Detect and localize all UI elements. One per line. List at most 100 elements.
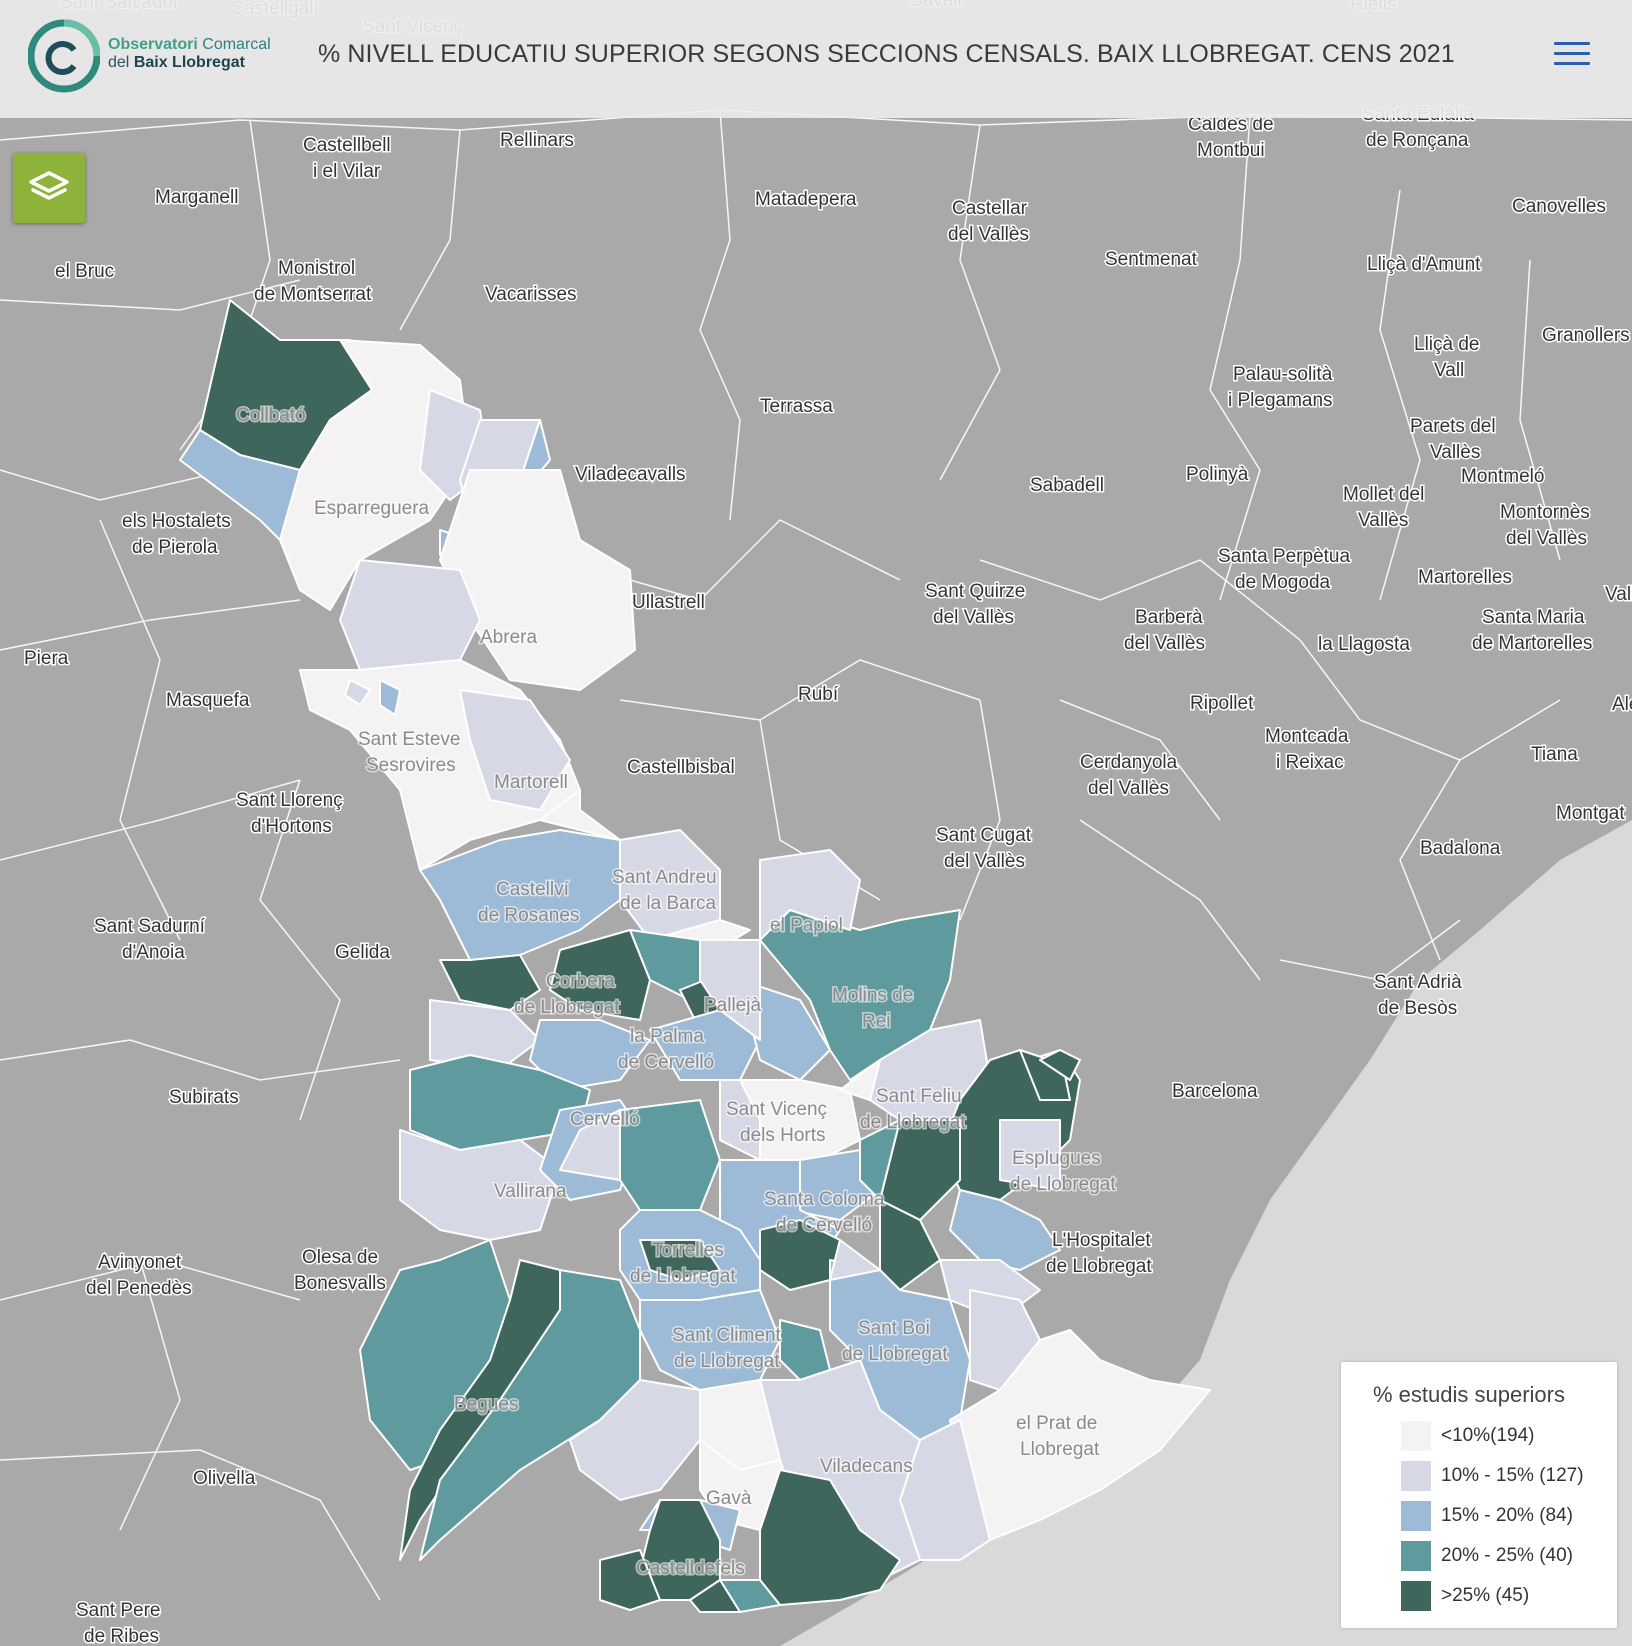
map-label: Begues <box>454 1394 518 1415</box>
map-label: Lliçà d'Amunt <box>1367 254 1481 275</box>
map-label: Sant Feliu <box>876 1086 962 1107</box>
map-label: Monistrol <box>278 258 355 279</box>
map-label: Parets del <box>1410 416 1496 437</box>
map-label: Molins de <box>832 985 913 1006</box>
map-label: el Papiol <box>770 915 843 936</box>
map-label: Sesrovires <box>366 755 456 776</box>
map-label: L'Hospitalet <box>1052 1230 1151 1251</box>
map-label: Torrelles <box>652 1240 724 1261</box>
map-label: Santa Perpètua <box>1218 546 1350 567</box>
map-label: de Llobregat <box>860 1112 966 1133</box>
map-label: Montornès <box>1500 502 1590 523</box>
map-label: de Llobregat <box>630 1266 736 1287</box>
legend-swatch <box>1401 1581 1431 1611</box>
map-label: Llobregat <box>1020 1439 1100 1460</box>
map-label: del Vallès <box>1124 633 1205 654</box>
map-label: Lliçà de <box>1414 334 1480 355</box>
map-label: Vallès <box>1358 510 1408 531</box>
map-label: i Plegamans <box>1228 390 1333 411</box>
legend-label: <10%(194) <box>1441 1425 1535 1446</box>
map-label: del Vallès <box>948 224 1029 245</box>
map-label: Bonesvalls <box>294 1273 386 1294</box>
map-label: dels Horts <box>740 1125 826 1146</box>
map-label: Cerdanyola <box>1080 752 1178 773</box>
legend-swatch <box>1401 1541 1431 1571</box>
logo-line2-bold: Baix Llobregat <box>133 54 245 71</box>
map-label: del Vallès <box>1088 778 1169 799</box>
map-label: i Reixac <box>1276 752 1344 773</box>
map-label: Olivella <box>193 1468 256 1489</box>
map-label: Polinyà <box>1186 464 1249 485</box>
map-label: Rubí <box>798 684 839 705</box>
legend-label: 15% - 20% (84) <box>1441 1505 1574 1526</box>
map-label: Sant Boi <box>858 1318 930 1339</box>
map-label: del Vallès <box>1506 528 1587 549</box>
map-label: Barcelona <box>1172 1081 1258 1102</box>
map-label: Masquefa <box>166 690 250 711</box>
map-label: Esplugues <box>1012 1148 1101 1169</box>
map-label: de Rosanes <box>478 905 579 926</box>
map-label: Montbui <box>1197 140 1265 161</box>
map-label: de Cervelló <box>618 1052 714 1073</box>
map-label: Martorelles <box>1418 567 1512 588</box>
map-label: Vall <box>1434 360 1464 381</box>
hamburger-menu-button[interactable] <box>1552 40 1592 68</box>
menu-bar-icon <box>1554 62 1590 65</box>
map-legend: % estudis superiors <10%(194) 10% - 15% … <box>1341 1362 1617 1628</box>
map-label: de Ronçana <box>1366 130 1469 151</box>
map-label: de la Barca <box>620 893 717 914</box>
map-label: Gavà <box>706 1488 752 1509</box>
map-label: la Llagosta <box>1318 634 1410 655</box>
map-label: Esparreguera <box>314 498 430 519</box>
map-label: Castellví <box>496 879 570 900</box>
map-label: Badalona <box>1420 838 1501 859</box>
map-label: Sant Pere <box>76 1600 161 1621</box>
map-label: del Penedès <box>86 1278 192 1299</box>
map-label: Viladecavalls <box>575 464 686 485</box>
map-label: Castellbisbal <box>627 757 735 778</box>
map-label: Montmeló <box>1461 466 1544 487</box>
map-label: Castelldefels <box>636 1558 745 1579</box>
map-label: Pallejà <box>704 995 761 1016</box>
map-label: Gelida <box>335 942 390 963</box>
map-label: i el Vilar <box>313 161 381 182</box>
legend-title: % estudis superiors <box>1373 1382 1565 1407</box>
map-label: de Llobregat <box>514 997 620 1018</box>
map-label: Vacarisses <box>485 284 577 305</box>
map-label: de Llobregat <box>842 1344 948 1365</box>
map-label: Ullastrell <box>632 592 705 613</box>
logo-line1-rest: Comarcal <box>202 36 271 53</box>
map-label: Abrera <box>480 627 537 648</box>
observatori-logo <box>28 19 100 93</box>
map-label: Olesa de <box>302 1247 378 1268</box>
map-label: Vallirana <box>494 1181 567 1202</box>
map-label: Rellinars <box>500 130 574 151</box>
map-label: Castellar <box>952 198 1028 219</box>
map-label: Sant Climent <box>672 1325 781 1346</box>
map-label: Martorell <box>494 772 568 793</box>
map-label: Piera <box>24 648 69 669</box>
map-label: Sant Esteve <box>358 729 460 750</box>
map-label: Sant Sadurní <box>94 916 206 937</box>
map-label: Santa Coloma <box>764 1189 885 1210</box>
map-label: Subirats <box>169 1087 239 1108</box>
map-label: els Hostalets <box>122 511 231 532</box>
legend-label: 10% - 15% (127) <box>1441 1465 1584 1486</box>
map-label: del Vallès <box>944 851 1025 872</box>
map-label: de Montserrat <box>254 284 372 305</box>
layers-button[interactable] <box>13 153 85 223</box>
map-label: Castellbell <box>303 135 391 156</box>
map-label: d'Hortons <box>251 816 332 837</box>
map-label: Vallr <box>1605 584 1632 605</box>
map-label: Montgat <box>1556 803 1625 824</box>
map-label: Ale <box>1612 694 1632 715</box>
legend-swatch <box>1401 1501 1431 1531</box>
map-label: Viladecans <box>820 1456 913 1477</box>
map-label: Terrassa <box>760 396 833 417</box>
map-label: la Palma <box>630 1026 704 1047</box>
map-label: Rei <box>862 1011 891 1032</box>
map-label: Mollet del <box>1343 484 1424 505</box>
map-label: Montcada <box>1265 726 1349 747</box>
map-label: Tiana <box>1531 744 1578 765</box>
